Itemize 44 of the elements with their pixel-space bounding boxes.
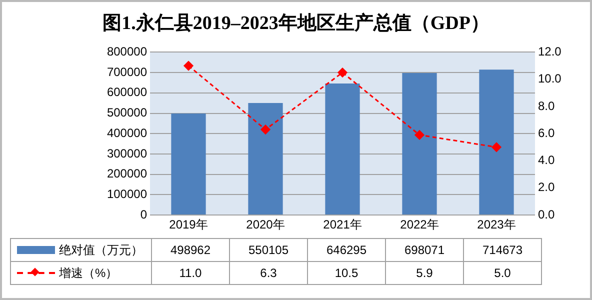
- data-label: 6.3: [230, 262, 308, 284]
- y-tick-label: 100000: [106, 186, 148, 201]
- y-tick-label: 200000: [106, 166, 148, 181]
- y-tick-label: 500000: [106, 106, 148, 120]
- chart-title: 图1.永仁县2019–2023年地区生产总值（GDP）: [102, 12, 490, 36]
- y-tick-label: 300000: [106, 146, 148, 160]
- y-tick-label: 400000: [106, 126, 148, 140]
- point: [184, 61, 194, 71]
- data-label: 5.0: [464, 262, 542, 284]
- point: [414, 130, 424, 140]
- y-tick-label: 0: [140, 207, 148, 222]
- y-tick-label: 700000: [106, 64, 148, 79]
- x-tick-label: 2020年: [246, 218, 285, 232]
- x-tick-label: 2021年: [323, 218, 362, 232]
- legend-label: 绝对值（万元）: [59, 242, 143, 256]
- point: [338, 68, 348, 78]
- y2-tick-label: 4.0: [538, 153, 556, 168]
- point: [492, 142, 502, 152]
- data-label: 10.5: [308, 262, 386, 284]
- y-tick-label: 600000: [106, 85, 148, 100]
- x-tick-label: 2023年: [477, 218, 516, 232]
- point: [260, 124, 270, 134]
- bar: [402, 72, 437, 214]
- data-label: 498962: [152, 238, 230, 262]
- y2-tick-label: 2.0: [538, 180, 556, 194]
- legend-label: 增速（%）: [59, 266, 118, 280]
- data-label: 646295: [308, 238, 386, 262]
- bar: [171, 113, 206, 214]
- x-tick-label: 2022年: [400, 218, 439, 232]
- y2-tick-label: 0.0: [538, 207, 556, 222]
- y2-tick-label: 6.0: [538, 126, 556, 140]
- y2-tick-label: 10.0: [538, 72, 562, 86]
- y2-tick-label: 12.0: [538, 44, 562, 59]
- data-label: 5.9: [386, 262, 464, 284]
- data-label: 11.0: [152, 262, 230, 284]
- data-label: 698071: [386, 238, 464, 262]
- y2-tick-label: 8.0: [538, 98, 556, 113]
- bar: [479, 70, 514, 214]
- bar: [248, 103, 283, 214]
- data-label: 550105: [230, 238, 308, 262]
- y-tick-label: 800000: [106, 44, 148, 59]
- x-tick-label: 2019年: [169, 218, 208, 232]
- bar: [325, 83, 360, 214]
- data-label: 714673: [464, 238, 542, 262]
